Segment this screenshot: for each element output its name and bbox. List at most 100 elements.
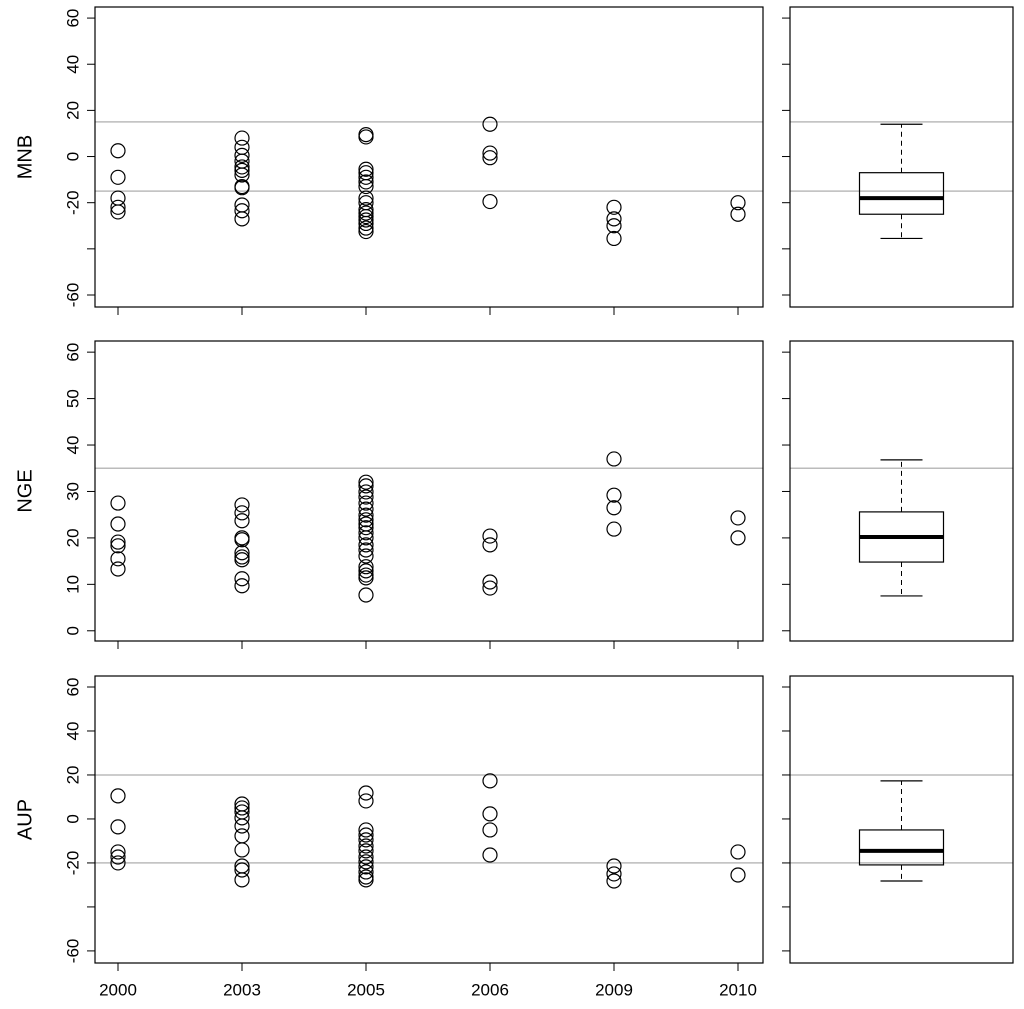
- plot-frame: [94, 6, 764, 308]
- point: [110, 534, 126, 550]
- point: [358, 478, 374, 494]
- point: [358, 161, 374, 177]
- y-tick-label: 0: [63, 814, 82, 823]
- point: [110, 849, 126, 865]
- point: [358, 548, 374, 564]
- point: [730, 867, 746, 883]
- point: [234, 800, 250, 816]
- point: [110, 819, 126, 835]
- x-tick-label: 2003: [223, 980, 261, 999]
- point: [358, 854, 374, 870]
- y-tick-label: 50: [63, 389, 82, 408]
- point: [234, 872, 250, 888]
- point: [358, 849, 374, 865]
- point: [358, 474, 374, 490]
- point: [234, 211, 250, 227]
- point: [358, 484, 374, 500]
- point: [234, 162, 250, 178]
- point: [606, 866, 622, 882]
- point: [358, 530, 374, 546]
- point: [358, 559, 374, 575]
- y-tick-label: 0: [63, 626, 82, 635]
- point: [358, 208, 374, 225]
- y-axis-label: MNB: [14, 135, 36, 179]
- point: [730, 844, 746, 860]
- point: [358, 563, 374, 579]
- y-tick-label: 20: [63, 528, 82, 547]
- y-tick-label: 60: [63, 678, 82, 697]
- point: [482, 145, 498, 161]
- point: [358, 537, 374, 553]
- point: [358, 223, 374, 240]
- point: [606, 451, 622, 467]
- point: [234, 497, 250, 513]
- point: [110, 855, 126, 871]
- point: [234, 180, 250, 196]
- point: [606, 230, 622, 247]
- point: [358, 129, 374, 145]
- point: [482, 150, 498, 166]
- y-axis-label: AUP: [14, 799, 36, 840]
- point: [110, 143, 126, 159]
- point: [358, 495, 374, 511]
- y-tick-label: 40: [63, 722, 82, 741]
- point: [358, 832, 374, 848]
- point: [234, 139, 250, 155]
- point: [358, 864, 374, 880]
- point: [234, 810, 250, 826]
- point: [606, 873, 622, 889]
- point: [482, 574, 498, 590]
- point: [606, 211, 622, 227]
- point: [110, 844, 126, 860]
- point: [358, 827, 374, 843]
- point: [358, 542, 374, 558]
- y-tick-label: -20: [63, 190, 82, 215]
- point: [482, 537, 498, 553]
- point: [606, 521, 622, 537]
- point: [606, 218, 622, 234]
- point: [110, 199, 126, 215]
- point: [358, 174, 374, 190]
- box: [858, 172, 945, 215]
- point: [358, 520, 374, 536]
- y-tick-label: -20: [63, 851, 82, 876]
- point: [110, 538, 126, 554]
- point: [358, 501, 374, 517]
- y-tick-label: 40: [63, 55, 82, 74]
- point: [358, 822, 374, 838]
- point: [730, 195, 746, 211]
- point: [482, 193, 498, 210]
- box-frame: [789, 6, 1014, 308]
- point: [234, 505, 250, 521]
- point: [358, 205, 374, 221]
- point: [358, 525, 374, 541]
- point: [358, 570, 374, 586]
- point: [358, 220, 374, 236]
- y-tick-label: -60: [63, 283, 82, 308]
- point: [730, 510, 746, 526]
- y-tick-label: 0: [63, 152, 82, 161]
- y-tick-label: 60: [63, 343, 82, 362]
- point: [234, 842, 250, 858]
- plot-frame: [94, 675, 764, 964]
- point: [482, 822, 498, 838]
- x-tick-label: 2000: [99, 980, 137, 999]
- point: [358, 212, 374, 228]
- y-tick-label: 60: [63, 9, 82, 28]
- point: [358, 489, 374, 505]
- point: [358, 785, 374, 801]
- point: [358, 838, 374, 854]
- point: [234, 804, 250, 820]
- point: [234, 130, 250, 146]
- point: [730, 530, 746, 546]
- point: [110, 516, 126, 532]
- point: [606, 858, 622, 874]
- x-tick-label: 2009: [595, 980, 633, 999]
- point: [234, 828, 250, 844]
- point: [606, 199, 622, 215]
- point: [358, 178, 374, 195]
- point: [358, 507, 374, 523]
- point: [482, 847, 498, 863]
- point: [110, 561, 126, 577]
- point: [482, 806, 498, 822]
